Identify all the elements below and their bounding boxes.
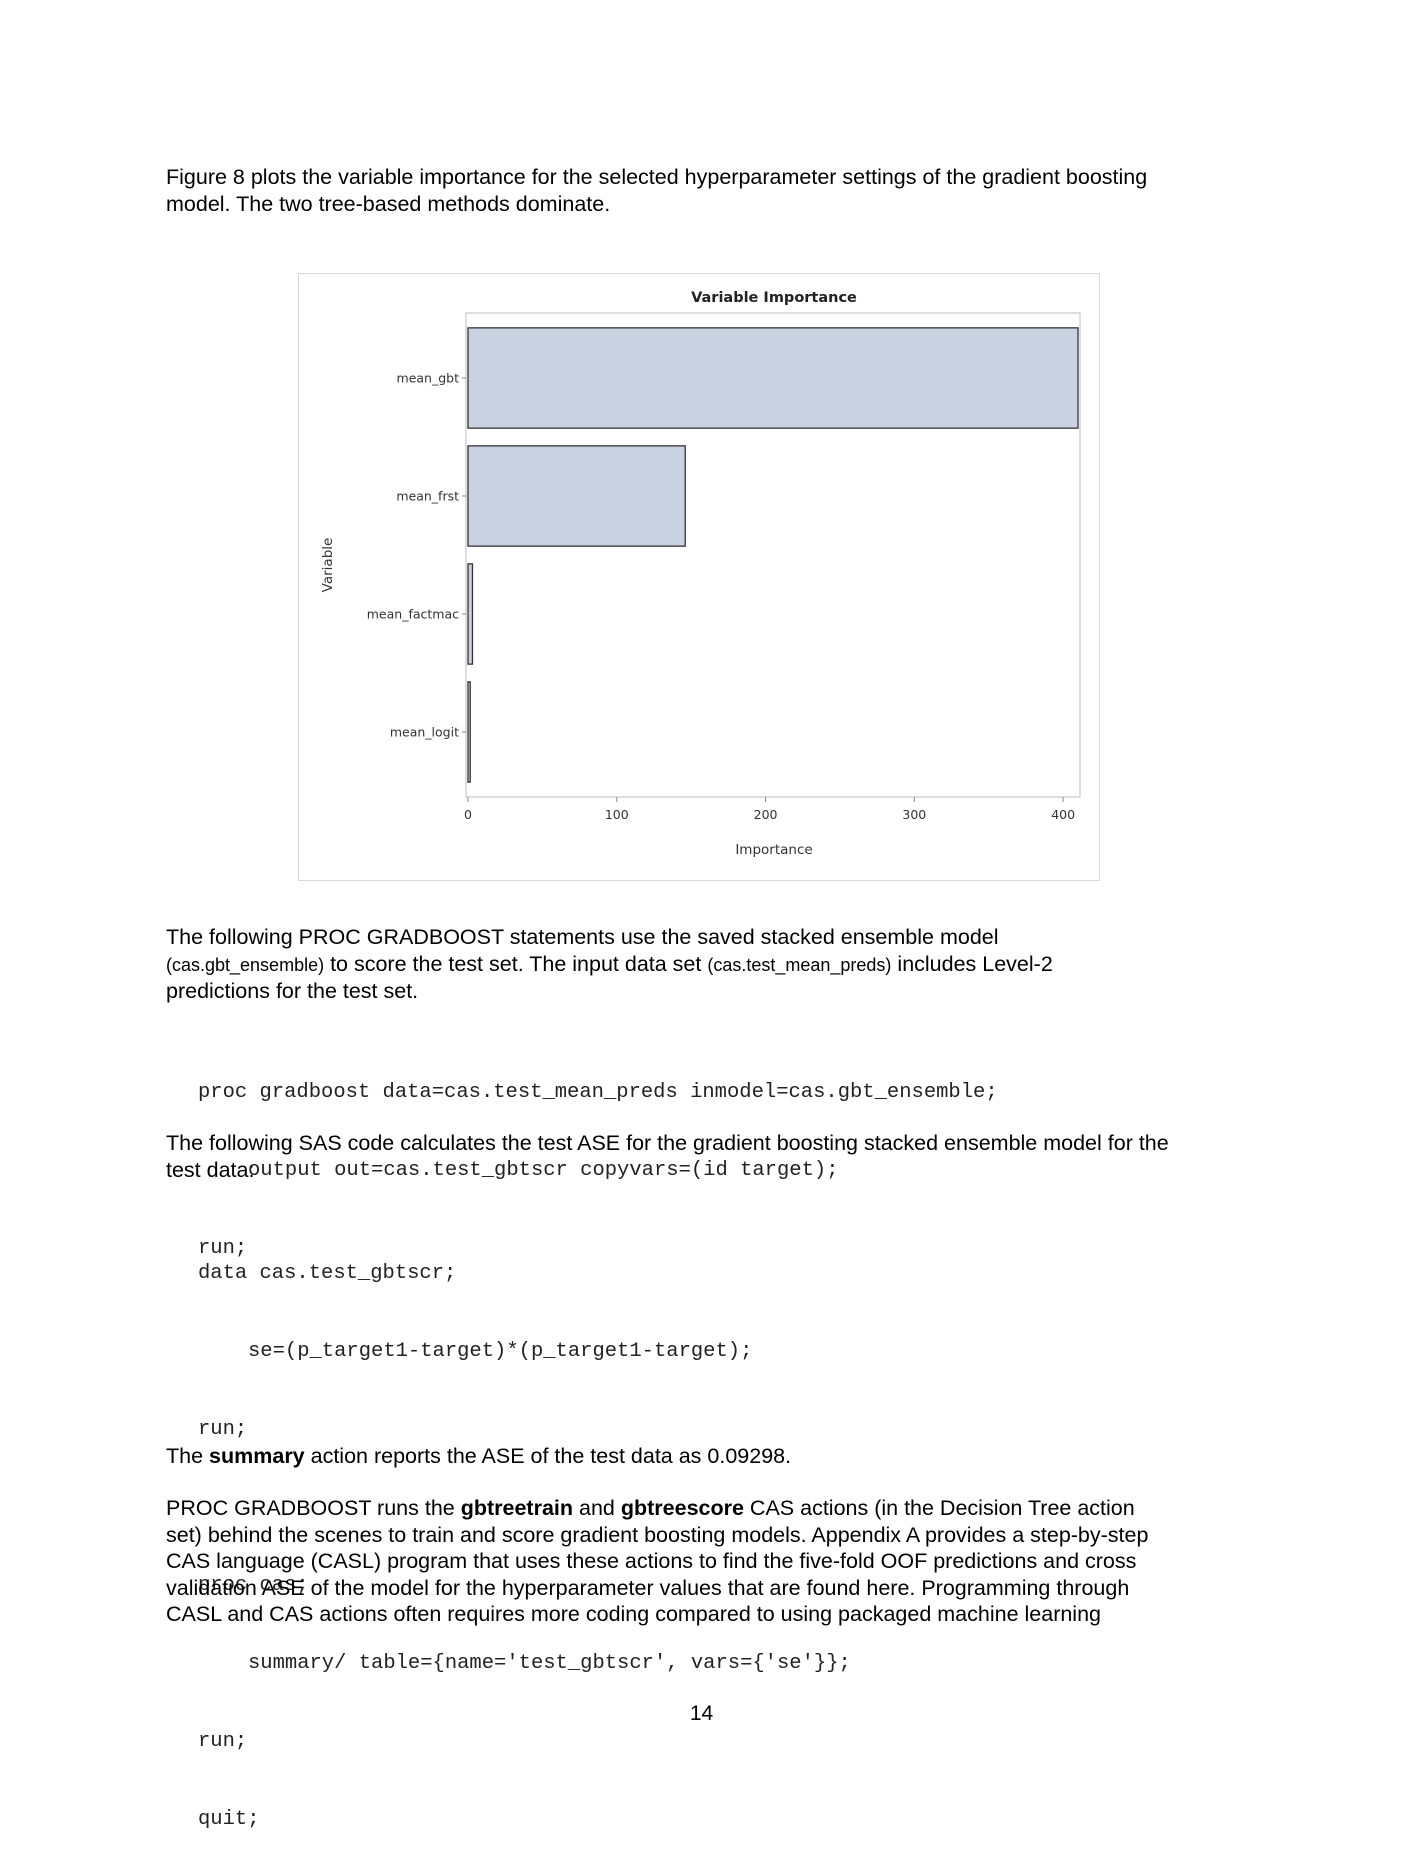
y-tick-label: mean_logit [390, 725, 459, 740]
x-tick-label: 300 [902, 807, 926, 822]
dataset-name: (cas.test_mean_preds) [707, 954, 892, 975]
code-line: data cas.test_gbtscr; [198, 1262, 457, 1285]
score-line: predictions for the test set. [166, 979, 419, 1003]
actions-line: CAS language (CASL) program that uses th… [166, 1549, 1137, 1573]
y-tick-label: mean_frst [396, 489, 459, 504]
code-line: run; [198, 1418, 248, 1441]
x-tick-label: 400 [1051, 807, 1075, 822]
x-axis-label: Importance [735, 842, 812, 858]
actions-line: validation ASE of the model for the hype… [166, 1575, 1130, 1600]
actions-text: CAS actions (in the Decision Tree action [743, 1496, 1135, 1520]
intro-line: model. The two tree-based methods domina… [166, 191, 611, 216]
x-tick-label: 100 [605, 807, 629, 822]
bar-mean-gbt [467, 327, 1079, 429]
y-tick-label: mean_gbt [397, 371, 460, 386]
page-number: 14 [689, 1702, 714, 1725]
code-line: run; [198, 1237, 248, 1260]
score-line: (cas.gbt_ensemble) to score the test set… [166, 951, 1256, 979]
summary-paragraph: The summary action reports the ASE of th… [166, 1443, 1256, 1470]
bar-mean-frst [467, 445, 686, 547]
actions-text: and [573, 1496, 621, 1520]
intro-line: Figure 8 plots the variable importance f… [166, 165, 1148, 189]
score-line: The following PROC GRADBOOST statements … [166, 925, 999, 949]
x-tick-label: 0 [464, 807, 472, 822]
summary-action-name: summary [209, 1444, 305, 1468]
plot-frame [465, 312, 1081, 798]
code-line: summary/ table={name='test_gbtscr', vars… [248, 1652, 851, 1675]
actions-text: PROC GRADBOOST runs the [166, 1496, 461, 1520]
code-line: quit; [198, 1808, 260, 1831]
ase-line: test data: [166, 1157, 255, 1182]
action-name-gbtreescore: gbtreescore [620, 1496, 744, 1520]
bar-mean-factmac [467, 563, 474, 665]
chart-title: Variable Importance [691, 290, 857, 306]
intro-paragraph: Figure 8 plots the variable importance f… [166, 164, 1256, 217]
code-line: se=(p_target1-target)*(p_target1-target)… [248, 1340, 753, 1363]
dataset-name: (cas.gbt_ensemble) [166, 954, 325, 975]
actions-line: CASL and CAS actions often requires more… [166, 1602, 1101, 1626]
actions-line: PROC GRADBOOST runs the gbtreetrain and … [166, 1495, 1256, 1522]
ase-paragraph: The following SAS code calculates the te… [166, 1130, 1256, 1183]
code-line: proc gradboost data=cas.test_mean_preds … [198, 1081, 998, 1104]
score-paragraph: The following PROC GRADBOOST statements … [166, 924, 1256, 1005]
summary-text: action reports the ASE of the test data … [304, 1444, 792, 1468]
ase-line: The following SAS code calculates the te… [166, 1131, 1169, 1155]
summary-text: The [166, 1444, 210, 1468]
variable-importance-figure: Variable Importance Variable Importance … [298, 273, 1100, 881]
bar-mean-logit [467, 681, 471, 783]
code-line: output out=cas.test_gbtscr copyvars=(id … [248, 1159, 839, 1182]
action-name-gbtreetrain: gbtreetrain [460, 1496, 574, 1520]
score-text: to score the test set. The input data se… [324, 951, 708, 976]
x-tick-label: 200 [754, 807, 778, 822]
y-axis-label: Variable [320, 538, 336, 593]
code-block-gradboost: proc gradboost data=cas.test_mean_preds … [198, 1028, 998, 1288]
summary-line: The summary action reports the ASE of th… [166, 1443, 1256, 1470]
y-tick-label: mean_factmac [367, 607, 459, 622]
variable-importance-chart: Variable Importance Variable Importance … [320, 290, 1081, 858]
code-line: proc cas; [198, 1574, 309, 1597]
gradboost-actions-paragraph: PROC GRADBOOST runs the gbtreetrain and … [166, 1495, 1256, 1628]
actions-line: set) behind the scenes to train and scor… [166, 1522, 1149, 1547]
score-text: includes Level-2 [891, 951, 1053, 976]
code-block-ase: data cas.test_gbtscr; se=(p_target1-targ… [198, 1209, 851, 1859]
code-line: run; [198, 1730, 248, 1753]
